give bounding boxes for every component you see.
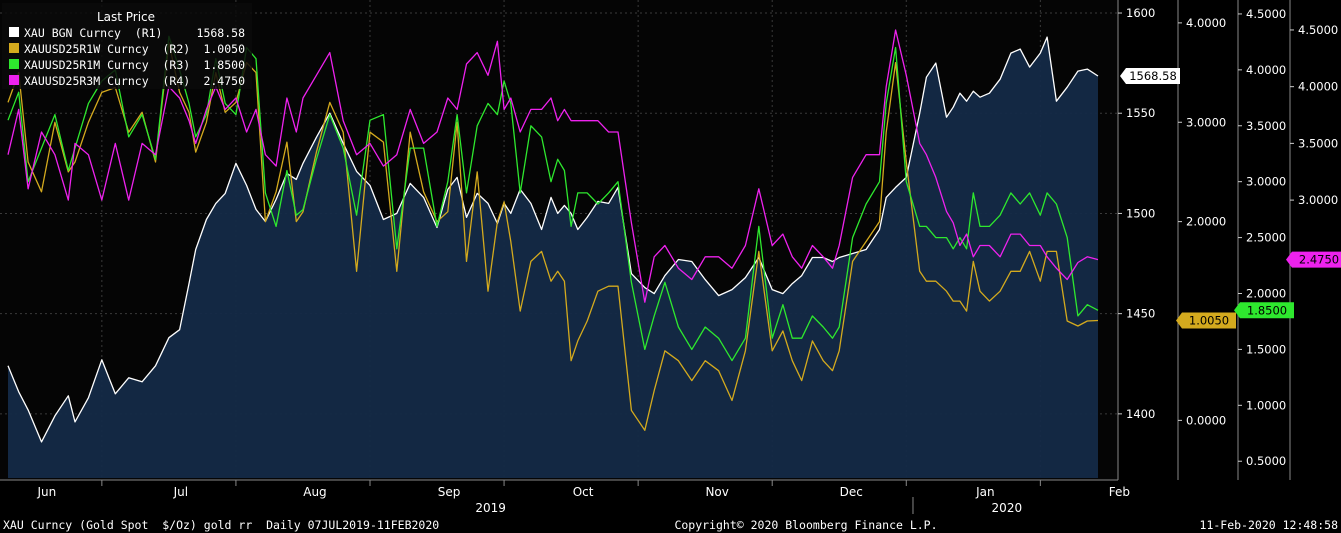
legend-entry-r1: XAU BGN Curncy (R1) 1568.58 <box>9 26 245 40</box>
legend-value-r3: 1.8500 <box>203 58 245 72</box>
legend-swatch-r4 <box>9 75 19 85</box>
last-value-text-r2: 1.0050 <box>1189 313 1229 327</box>
tick-label-r3: 0.5000 <box>1246 454 1286 468</box>
tick-label-r1: 1450 <box>1126 307 1155 321</box>
series-line-r4 <box>7 29 1099 303</box>
series-line-r1 <box>7 36 1099 443</box>
x-axis-layer: Jun Jul Aug Sep Oct Nov Dec Jan Feb 2019 2020 <box>0 479 1130 515</box>
tick-label-r3: 3.5000 <box>1246 119 1286 133</box>
legend-label-r4: XAUUSD25R3M Curncy (R4) <box>24 74 190 88</box>
tick-label-r2: 4.0000 <box>1186 16 1226 30</box>
series-area-r1 <box>8 37 1098 478</box>
legend-label-r3: XAUUSD25R1M Curncy (R3) <box>24 58 190 72</box>
last-value-text-r3: 1.8500 <box>1247 303 1287 317</box>
x-tick-label: Jun <box>36 485 56 499</box>
y-axes-layer: 1600 1550 1500 1450 1400 4.0000 3.0000 2.0000 1.… <box>1117 0 1338 480</box>
x-tick-label: Jan <box>975 485 995 499</box>
footer-timestamp: 11-Feb-2020 12:48:58 <box>1200 518 1339 532</box>
legend-swatch-r3 <box>9 59 19 69</box>
footer-source: XAU Curncy (Gold Spot $/Oz) gold rr Dail… <box>3 518 439 532</box>
tick-label-r3: 1.0000 <box>1246 398 1286 412</box>
legend-entry-r4: XAUUSD25R3M Curncy (R4) 2.4750 <box>9 74 245 88</box>
legend-box <box>2 3 252 89</box>
tick-label-r3: 4.0000 <box>1246 63 1286 77</box>
tick-label-r1: 1550 <box>1126 106 1155 120</box>
tick-label-r1: 1500 <box>1126 206 1155 220</box>
last-value-label-r2: 1.0050 <box>1176 312 1236 329</box>
legend-value-r4: 2.4750 <box>203 74 245 88</box>
tick-label-r4: 3.5000 <box>1298 136 1338 150</box>
footer: XAU Curncy (Gold Spot $/Oz) gold rr Dail… <box>3 518 1338 532</box>
tick-label-r4: 4.5000 <box>1298 23 1338 37</box>
legend-value-r2: 1.0050 <box>203 42 245 56</box>
x-tick-label: Nov <box>705 485 728 499</box>
last-value-label-r3: 1.8500 <box>1234 302 1294 319</box>
tick-label-r2: 0.0000 <box>1186 413 1226 427</box>
tick-label-r3: 1.5000 <box>1246 342 1286 356</box>
tick-label-r3: 2.0000 <box>1246 286 1286 300</box>
footer-copyright: Copyright© 2020 Bloomberg Finance L.P. <box>674 518 937 532</box>
x-tick-label: Oct <box>573 485 594 499</box>
legend-swatch-r2 <box>9 43 19 53</box>
legend: Last Price XAU BGN Curncy (R1) 1568.58 X… <box>2 3 252 89</box>
x-tick-label: Dec <box>840 485 863 499</box>
series-lines-layer <box>7 29 1099 443</box>
last-value-tag-r4 <box>1286 251 1341 268</box>
legend-label-r2: XAUUSD25R1W Curncy (R2) <box>24 42 190 56</box>
tick-label-r4: 3.0000 <box>1298 193 1338 207</box>
tick-label-r3: 4.5000 <box>1246 7 1286 21</box>
last-value-label-r4: 2.4750 <box>1286 251 1341 268</box>
legend-value-r1: 1568.58 <box>197 26 246 40</box>
tick-label-r3: 3.0000 <box>1246 175 1286 189</box>
last-value-tag-r2 <box>1176 312 1236 329</box>
x-tick-label: Sep <box>438 485 461 499</box>
series-line-r2 <box>7 42 1099 431</box>
last-value-text-r1: 1568.58 <box>1129 69 1177 83</box>
last-value-tag-r1 <box>1120 67 1180 84</box>
tick-label-r3: 2.5000 <box>1246 231 1286 245</box>
x-tick-label: Feb <box>1109 485 1130 499</box>
last-value-tag-r3 <box>1234 302 1294 319</box>
x-tick-label: Jul <box>173 485 188 499</box>
legend-entry-r2: XAUUSD25R1W Curncy (R2) 1.0050 <box>9 42 245 56</box>
tick-label-r2: 3.0000 <box>1186 115 1226 129</box>
tick-label-r1: 1600 <box>1126 6 1155 20</box>
last-value-label-r1: 1568.58 <box>1120 67 1180 84</box>
last-value-labels-layer: 1568.58 1.0050 1.8500 2.4750 <box>1120 67 1341 329</box>
tick-label-r4: 4.0000 <box>1298 80 1338 94</box>
x-year-label: 2019 <box>475 501 506 515</box>
x-year-label: 2020 <box>992 501 1023 515</box>
legend-entry-r3: XAUUSD25R1M Curncy (R3) 1.8500 <box>9 58 245 72</box>
last-value-text-r4: 2.4750 <box>1299 253 1339 267</box>
x-tick-label: Aug <box>303 485 326 499</box>
price-area-layer <box>8 37 1098 478</box>
legend-label-r1: XAU BGN Curncy (R1) <box>24 26 162 40</box>
legend-title: Last Price <box>97 10 155 24</box>
legend-swatch-r1 <box>9 27 19 37</box>
tick-label-r2: 2.0000 <box>1186 215 1226 229</box>
tick-label-r1: 1400 <box>1126 407 1155 421</box>
